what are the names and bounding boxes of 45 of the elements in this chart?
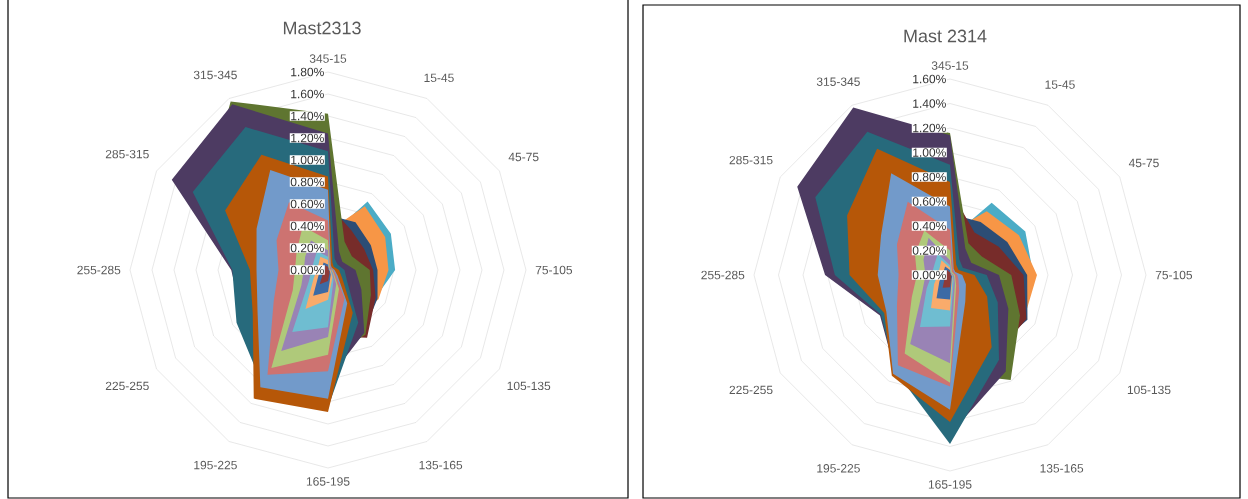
spoke-label: 45-75 bbox=[1128, 158, 1159, 168]
spoke-label: 105-135 bbox=[1127, 385, 1171, 395]
y-tick-label: 0.80% bbox=[290, 177, 324, 187]
y-tick-label: 1.20% bbox=[913, 123, 946, 133]
spoke-label: 255-285 bbox=[77, 265, 121, 275]
spoke-label: 195-225 bbox=[194, 460, 237, 470]
spoke-label: 315-345 bbox=[193, 70, 237, 80]
y-tick-label: 1.40% bbox=[913, 99, 946, 108]
y-tick-label: 1.00% bbox=[291, 155, 324, 165]
y-tick-label: 1.40% bbox=[291, 111, 324, 121]
spoke-label: 345-15 bbox=[309, 54, 347, 63]
spoke-label: 105-135 bbox=[507, 381, 551, 391]
y-tick-label: 0.00% bbox=[290, 265, 324, 275]
spoke-label: 45-75 bbox=[508, 152, 539, 162]
y-tick-label: 0.20% bbox=[912, 246, 946, 255]
spoke-label: 225-255 bbox=[729, 385, 773, 395]
spoke-label: 345-15 bbox=[931, 61, 969, 70]
spoke-label: 15-45 bbox=[1045, 80, 1075, 89]
chart-title: Mast 2314 bbox=[904, 29, 987, 43]
spoke-label: 165-195 bbox=[928, 480, 972, 489]
spoke-label: 75-105 bbox=[1155, 270, 1193, 280]
y-tick-label: 1.20% bbox=[291, 133, 324, 143]
spoke-label: 135-165 bbox=[1040, 464, 1084, 473]
spoke-label: 285-315 bbox=[729, 155, 773, 165]
y-tick-label: 0.40% bbox=[912, 221, 946, 231]
y-tick-label: 0.60% bbox=[290, 199, 324, 209]
spoke-label: 225-255 bbox=[105, 381, 149, 391]
spoke-label: 315-345 bbox=[816, 77, 860, 86]
y-tick-label: 0.80% bbox=[912, 172, 946, 182]
spoke-label: 195-225 bbox=[817, 464, 860, 473]
y-tick-label: 0.40% bbox=[290, 221, 324, 231]
spoke-label: 285-315 bbox=[105, 149, 149, 159]
y-tick-label: 0.20% bbox=[290, 243, 324, 253]
spoke-label: 135-165 bbox=[419, 460, 463, 470]
y-tick-label: 1.60% bbox=[913, 74, 946, 84]
y-tick-label: 1.80% bbox=[291, 67, 324, 77]
y-tick-label: 1.60% bbox=[291, 89, 324, 99]
spoke-label: 165-195 bbox=[306, 477, 350, 486]
spoke-label: 255-285 bbox=[701, 270, 745, 280]
y-tick-label: 0.60% bbox=[912, 197, 946, 206]
chart-title: Mast2313 bbox=[283, 21, 361, 35]
y-tick-label: 0.00% bbox=[912, 270, 946, 280]
spoke-label: 15-45 bbox=[424, 73, 454, 83]
y-tick-label: 1.00% bbox=[913, 148, 946, 157]
spoke-label: 75-105 bbox=[535, 265, 573, 275]
